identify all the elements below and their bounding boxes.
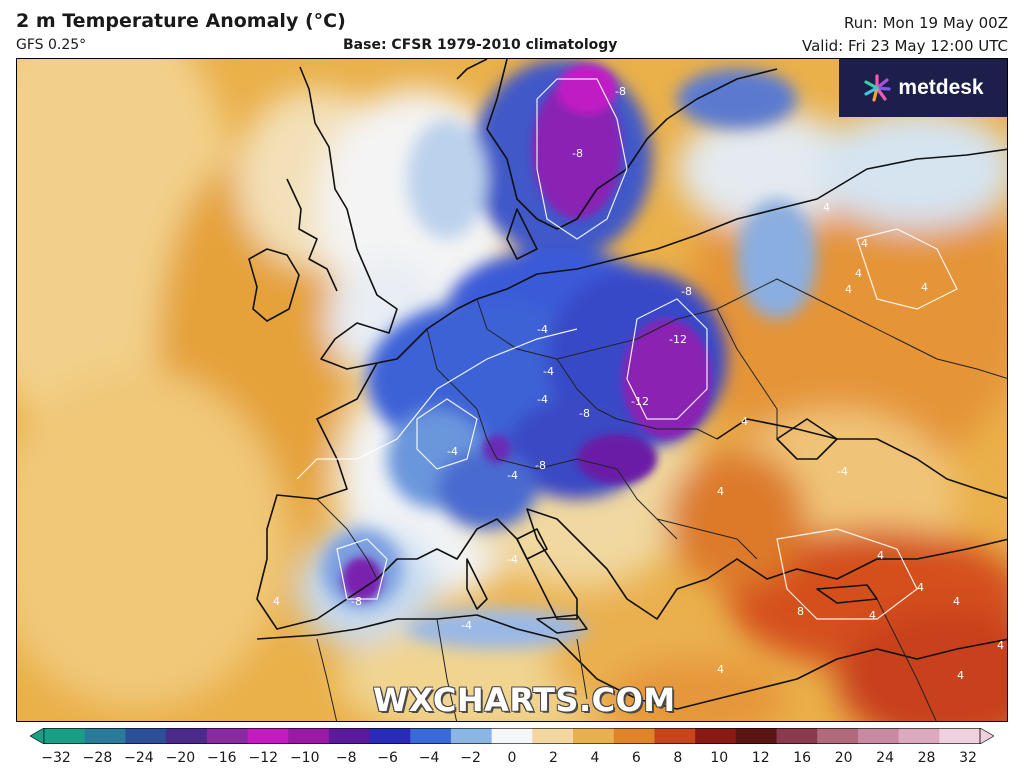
contour-label: 4 bbox=[917, 581, 924, 594]
colorbar-tick-label: −12 bbox=[248, 750, 279, 766]
colorbar-cell bbox=[695, 728, 737, 744]
colorbar-cell bbox=[328, 728, 371, 744]
contour-label: -4 bbox=[543, 365, 554, 378]
coastlines bbox=[248, 59, 1007, 710]
colorbar-tick-label: 2 bbox=[548, 750, 558, 766]
contour-label: -12 bbox=[631, 395, 649, 408]
colorbar-tick-label: 24 bbox=[876, 750, 894, 766]
contour-label: 4 bbox=[717, 485, 724, 498]
colorbar-cell bbox=[247, 728, 289, 744]
contour-label: 4 bbox=[877, 549, 884, 562]
colorbar-cell bbox=[450, 728, 493, 744]
contour-label: -8 bbox=[572, 147, 583, 160]
model-label: GFS 0.25° bbox=[16, 37, 87, 53]
colorbar-cell bbox=[939, 728, 981, 744]
colorbar-tick-label: −2 bbox=[460, 750, 481, 766]
metdesk-logo-text: metdesk bbox=[898, 76, 984, 99]
colorbar-tick-label: −28 bbox=[82, 750, 113, 766]
contour-label-group: -8 -8 -4 4 4 4 4 4 -8 -12 -12 -4 -4 -4 -… bbox=[273, 85, 1004, 682]
contour-label: 4 bbox=[957, 669, 964, 682]
colorbar-cell bbox=[491, 728, 533, 744]
colorbar-tick-label: 16 bbox=[793, 750, 812, 766]
colorbar-tick-label: −32 bbox=[41, 750, 71, 766]
colorbar-tick-label: −4 bbox=[418, 750, 440, 766]
contour-label: 4 bbox=[717, 663, 724, 676]
contour-label: -4 bbox=[507, 469, 518, 482]
colorbar-tick-label: 20 bbox=[834, 750, 853, 766]
contour-label: -4 bbox=[837, 465, 848, 478]
contour-label: -12 bbox=[669, 333, 687, 346]
contour-label: 4 bbox=[741, 415, 748, 428]
colorbar-cell bbox=[898, 728, 940, 744]
map-canvas: -8 -8 -4 4 4 4 4 4 -8 -12 -12 -4 -4 -4 -… bbox=[17, 59, 1007, 721]
colorbar-cell bbox=[573, 728, 615, 744]
colorbar-cell bbox=[654, 728, 696, 744]
colorbar bbox=[30, 728, 994, 744]
colorbar-cell bbox=[125, 728, 167, 744]
wxcharts-watermark: WXCHARTS.COM bbox=[373, 681, 676, 719]
colorbar-cell bbox=[369, 728, 411, 744]
country-borders bbox=[316, 278, 1007, 721]
colorbar-cell bbox=[288, 728, 330, 744]
colorbar-cell bbox=[166, 728, 208, 744]
contour-label: -8 bbox=[615, 85, 626, 98]
colorbar-tick-label: −10 bbox=[289, 750, 320, 766]
colorbar-tick-label: −6 bbox=[377, 750, 398, 766]
colorbar-cell bbox=[613, 728, 655, 744]
valid-time-label: Valid: Fri 23 May 12:00 UTC bbox=[802, 37, 1008, 55]
colorbar-cell bbox=[857, 728, 900, 744]
colorbar-cell bbox=[44, 728, 86, 744]
colorbar-cell bbox=[410, 728, 452, 744]
anomaly-map[interactable]: -8 -8 -4 4 4 4 4 4 -8 -12 -12 -4 -4 -4 -… bbox=[16, 58, 1008, 722]
colorbar-cell bbox=[735, 728, 778, 744]
colorbar-tick-label: 10 bbox=[710, 750, 729, 766]
metdesk-logo[interactable]: metdesk bbox=[839, 59, 1007, 117]
colorbar-cell bbox=[776, 728, 818, 744]
contour-label: -4 bbox=[461, 619, 472, 632]
contour-label: -8 bbox=[681, 285, 692, 298]
contour-label: 4 bbox=[855, 267, 862, 280]
contour-label: 4 bbox=[997, 639, 1004, 652]
colorbar-tick-label: 8 bbox=[673, 750, 683, 766]
colorbar-cell bbox=[206, 728, 248, 744]
contour-lines bbox=[296, 78, 958, 620]
contour-label: -4 bbox=[447, 445, 458, 458]
colorbar-cell bbox=[817, 728, 859, 744]
contour-label: -8 bbox=[579, 407, 590, 420]
strong-cold-anomaly-field bbox=[342, 64, 712, 601]
contour-label: -4 bbox=[507, 553, 518, 566]
contour-label: 4 bbox=[921, 281, 928, 294]
contour-label: 8 bbox=[797, 605, 804, 618]
colorbar-tick-label: −16 bbox=[207, 750, 237, 766]
colorbar-ticks: −32 −28 −24 −20 −16 −12 −10 −8 −6 −4 −2 0 2 4 6 8 10 12 16… bbox=[0, 750, 1024, 772]
contour-label: 4 bbox=[861, 237, 868, 250]
contour-label: -8 bbox=[535, 459, 546, 472]
colorbar-tick-label: 28 bbox=[917, 750, 936, 766]
colorbar-tick-label: −20 bbox=[165, 750, 196, 766]
contour-label: -4 bbox=[537, 393, 548, 406]
contour-label: 4 bbox=[823, 201, 830, 214]
base-climatology-label: Base: CFSR 1979-2010 climatology bbox=[343, 37, 618, 53]
colorbar-tick-label: 32 bbox=[959, 750, 977, 766]
colorbar-tick-label: 0 bbox=[507, 750, 517, 766]
run-time-label: Run: Mon 19 May 00Z bbox=[844, 14, 1008, 32]
contour-label: 4 bbox=[869, 609, 876, 622]
colorbar-tick-label: 6 bbox=[631, 750, 641, 766]
colorbar-tick-label: −8 bbox=[335, 750, 357, 766]
contour-label: 4 bbox=[273, 595, 280, 608]
contour-label: -8 bbox=[351, 595, 362, 608]
colorbar-tick-label: 12 bbox=[751, 750, 770, 766]
contour-label: -4 bbox=[537, 323, 548, 336]
colorbar-tick-label: 4 bbox=[590, 750, 600, 766]
metdesk-burst-icon bbox=[864, 74, 891, 102]
colorbar-max-arrow bbox=[979, 728, 994, 744]
colorbar-cell bbox=[84, 728, 126, 744]
colorbar-min-arrow bbox=[30, 728, 45, 744]
colorbar-tick-label: −24 bbox=[124, 750, 154, 766]
contour-label: 4 bbox=[845, 283, 852, 296]
chart-title: 2 m Temperature Anomaly (°C) bbox=[16, 10, 346, 32]
contour-label: 4 bbox=[953, 595, 960, 608]
colorbar-cell bbox=[532, 728, 574, 744]
